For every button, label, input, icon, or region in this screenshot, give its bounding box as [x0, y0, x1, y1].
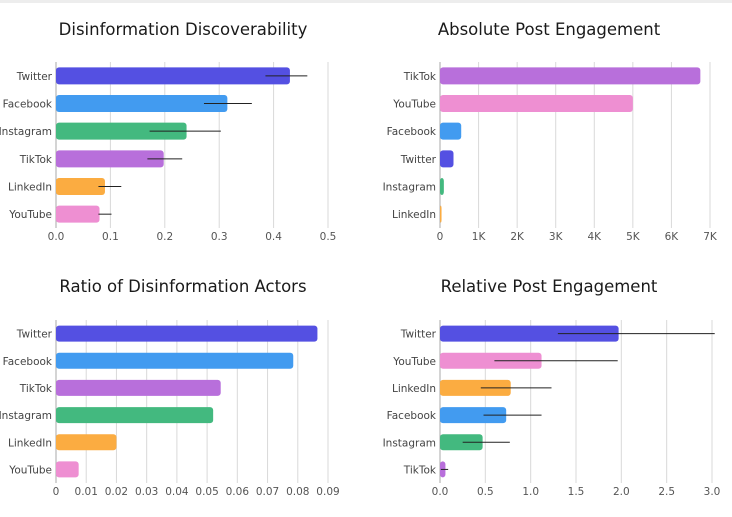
bar-instagram	[56, 122, 187, 140]
x-tick-label: 0.01	[75, 486, 98, 498]
category-label: Facebook	[3, 356, 53, 368]
x-tick-label: 3.0	[704, 486, 721, 498]
bar-twitter	[440, 150, 454, 168]
bar-facebook	[56, 95, 228, 112]
x-tick-label: 0.2	[156, 231, 173, 243]
bar-tiktok	[56, 150, 164, 168]
x-tick-label: 6K	[665, 231, 680, 243]
x-tick-label: 2K	[510, 231, 525, 243]
chart-title: Disinformation Discoverability	[58, 20, 308, 39]
category-label: Twitter	[400, 329, 437, 341]
x-tick-label: 1K	[472, 231, 487, 243]
bar-tiktok	[56, 379, 221, 396]
category-label: Facebook	[387, 126, 437, 138]
x-tick-label: 0	[53, 486, 60, 498]
bar-tiktok	[440, 67, 701, 85]
bar-youtube	[440, 352, 542, 369]
x-tick-label: 1.0	[522, 486, 539, 498]
x-tick-label: 0.06	[226, 486, 250, 498]
x-tick-label: 4K	[587, 231, 602, 243]
x-tick-label: 0.09	[316, 486, 339, 498]
x-tick-label: 0.04	[165, 486, 189, 498]
x-tick-label: 2.5	[658, 486, 675, 498]
x-tick-label: 0.0	[432, 486, 449, 498]
chart-discoverability: 0.0 0.1 0.2 0.3 0.4 0.5 Twitter Facebook Instagr…	[0, 62, 337, 243]
x-tick-label: 0.3	[211, 231, 228, 243]
x-tick-label: 2.0	[613, 486, 630, 498]
category-label: LinkedIn	[8, 182, 52, 194]
bar-instagram	[56, 407, 214, 424]
category-label: LinkedIn	[392, 383, 436, 395]
chart-panel-discoverability: Disinformation Discoverability 0.0 0.1 0.2…	[0, 0, 366, 258]
x-tick-label: 0.07	[256, 486, 279, 498]
bar-instagram	[440, 434, 483, 451]
x-tick-label: 0.5	[320, 231, 337, 243]
category-label: Twitter	[400, 154, 437, 166]
x-tick-label: 7K	[703, 231, 718, 243]
chart-actors-ratio: 0 0.01 0.02 0.03 0.04 0.05 0.06 0.07 0.08 0.09 Twi…	[0, 320, 340, 498]
category-label: Instagram	[383, 437, 436, 449]
x-tick-label: 0.05	[195, 486, 218, 498]
chart-panel-absolute-engagement: Absolute Post Engagement 0 1K 2K 3K 4K 5K 6K 7K…	[366, 0, 732, 258]
bar-youtube	[56, 461, 79, 478]
bar-twitter	[56, 67, 290, 85]
category-label: Facebook	[3, 99, 53, 111]
bar-youtube	[56, 205, 100, 223]
category-label: Twitter	[16, 329, 53, 341]
bar-facebook	[440, 122, 462, 140]
category-label: Instagram	[383, 182, 436, 194]
bar-facebook	[440, 407, 507, 424]
x-tick-label: 0.1	[102, 231, 119, 243]
x-tick-label: 0.5	[477, 486, 494, 498]
x-tick-label: 0	[437, 231, 444, 243]
bar-linkedin	[56, 434, 117, 451]
category-label: Twitter	[16, 71, 53, 83]
x-tick-label: 0.4	[265, 231, 282, 243]
bar-twitter	[56, 325, 318, 342]
category-label: Instagram	[0, 410, 52, 422]
bar-facebook	[56, 352, 294, 369]
x-tick-label: 0.08	[286, 486, 309, 498]
chart-relative-engagement: 0.0 0.5 1.0 1.5 2.0 2.5 3.0 Twitter YouTube Linke…	[383, 320, 721, 498]
x-tick-label: 3K	[549, 231, 564, 243]
x-tick-label: 0.0	[48, 231, 65, 243]
top-border	[0, 0, 732, 3]
x-tick-label: 0.03	[135, 486, 158, 498]
bar-twitter	[440, 325, 619, 342]
category-label: Instagram	[0, 126, 52, 138]
chart-absolute-engagement: 0 1K 2K 3K 4K 5K 6K 7K TikTok YouTube Facebook Twit…	[383, 62, 718, 243]
category-label: Facebook	[387, 410, 437, 422]
bar-linkedin	[440, 379, 511, 396]
x-tick-label: 5K	[626, 231, 641, 243]
chart-panel-actors-ratio: Ratio of Disinformation Actors 0 0.01 0.02…	[0, 258, 366, 516]
category-label: YouTube	[8, 464, 52, 476]
category-label: YouTube	[392, 99, 436, 111]
bar-linkedin	[56, 178, 105, 195]
bar-instagram	[440, 178, 444, 195]
category-label: TikTok	[19, 383, 53, 395]
chart-title: Relative Post Engagement	[440, 277, 658, 296]
category-label: TikTok	[403, 464, 437, 476]
chart-title: Absolute Post Engagement	[437, 20, 661, 39]
bar-linkedin	[440, 205, 442, 223]
category-label: TikTok	[19, 154, 53, 166]
chart-panel-relative-engagement: Relative Post Engagement 0.0 0.5 1.0 1.5 2.0…	[366, 258, 732, 516]
category-label: LinkedIn	[8, 437, 52, 449]
x-tick-label: 0.02	[105, 486, 128, 498]
chart-title: Ratio of Disinformation Actors	[59, 277, 307, 296]
category-label: LinkedIn	[392, 209, 436, 221]
category-label: TikTok	[403, 71, 437, 83]
x-tick-label: 1.5	[568, 486, 585, 498]
category-label: YouTube	[392, 356, 436, 368]
category-label: YouTube	[8, 209, 52, 221]
bar-youtube	[440, 95, 633, 112]
